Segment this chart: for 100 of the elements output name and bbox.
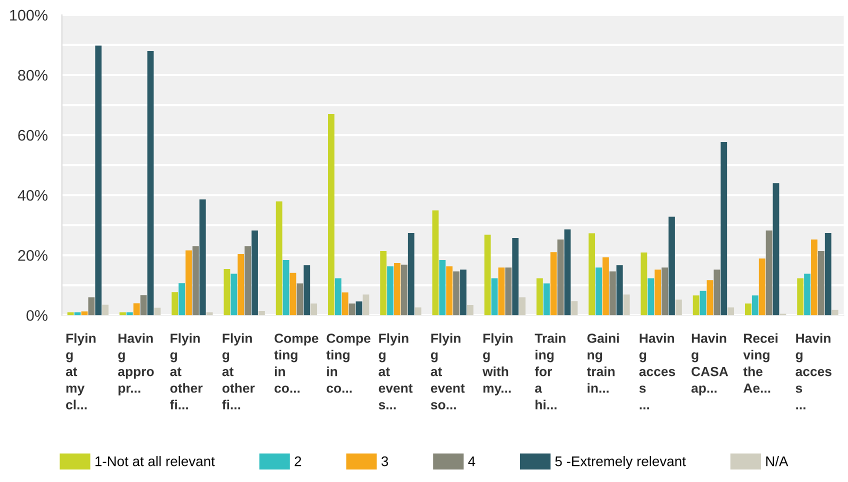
bar xyxy=(596,267,602,316)
y-tick-label: 40% xyxy=(18,190,48,201)
bar xyxy=(147,50,154,316)
y-tick-label: 0% xyxy=(26,310,48,321)
bar xyxy=(120,312,126,316)
bar xyxy=(356,301,362,316)
bar xyxy=(348,304,356,316)
bar xyxy=(623,294,630,316)
bar xyxy=(310,304,318,316)
bar xyxy=(276,201,282,316)
bar xyxy=(728,307,734,316)
bar xyxy=(519,297,526,316)
bar xyxy=(484,234,491,316)
y-tick-label: 60% xyxy=(18,130,48,141)
y-tick-label: 20% xyxy=(18,250,48,261)
x-tick-label: Flyin g at other fi... xyxy=(222,333,255,410)
legend-label: 5 -Extremely relevant xyxy=(555,456,686,469)
bar xyxy=(824,232,832,316)
legend-label: 1-Not at all relevant xyxy=(96,456,215,466)
bar xyxy=(654,270,662,316)
bar xyxy=(662,267,668,316)
bar xyxy=(752,295,758,316)
legend-label: 4 xyxy=(468,456,476,466)
bar xyxy=(400,264,408,316)
bar xyxy=(706,280,714,316)
x-tick-label: Havin g acces s ... xyxy=(796,333,832,410)
bar xyxy=(88,297,95,316)
bar xyxy=(676,300,682,316)
bar xyxy=(804,274,810,316)
x-tick-label: Compe ting in co... xyxy=(326,334,370,393)
x-tick-label: Flyin g at my cl... xyxy=(66,333,96,410)
bar xyxy=(387,266,394,316)
bar xyxy=(832,310,838,316)
bar xyxy=(557,240,564,316)
bar xyxy=(609,271,616,316)
bar xyxy=(797,278,804,316)
bar xyxy=(362,294,370,316)
x-tick-label: Recei ving the Ae... xyxy=(743,333,778,393)
bar xyxy=(550,252,557,316)
bar xyxy=(296,283,304,316)
bar xyxy=(252,230,258,316)
bar xyxy=(258,311,265,316)
bar xyxy=(290,272,296,316)
bar xyxy=(199,199,206,316)
bar xyxy=(505,267,512,316)
bar xyxy=(714,270,720,316)
x-tick-label: Gaini ng train in... xyxy=(586,333,619,393)
bar xyxy=(394,262,400,316)
y-tick-label: 100% xyxy=(10,10,48,21)
bar xyxy=(439,260,446,316)
bar xyxy=(282,260,290,316)
bar xyxy=(564,229,571,316)
legend-label: 2 xyxy=(294,456,302,466)
x-tick-label: Compe ting in co... xyxy=(274,334,318,393)
bar xyxy=(304,265,310,316)
bar xyxy=(67,312,74,316)
x-tick-label: Flyin g at event so... xyxy=(430,333,465,410)
x-tick-label: Havin g CASA ap... xyxy=(691,333,728,396)
bar xyxy=(238,254,244,316)
bar xyxy=(224,268,230,316)
bar xyxy=(818,250,824,316)
x-tick-label: Flyin g at event s... xyxy=(378,333,413,410)
bar xyxy=(186,250,192,316)
bar xyxy=(772,183,780,316)
bar xyxy=(328,114,334,316)
bar xyxy=(154,308,161,316)
bar xyxy=(692,295,700,316)
bar xyxy=(74,312,81,316)
bar xyxy=(491,278,498,316)
bar xyxy=(133,303,140,316)
bar xyxy=(543,283,550,316)
bar xyxy=(571,301,578,316)
bar xyxy=(244,246,252,316)
bar xyxy=(172,292,178,316)
bar xyxy=(467,305,474,316)
bar xyxy=(498,267,505,316)
bar xyxy=(700,290,706,316)
bar xyxy=(460,270,466,316)
bar xyxy=(95,46,102,316)
bar xyxy=(720,142,728,316)
bar xyxy=(668,216,675,316)
x-tick-label: Havin g appro pr... xyxy=(118,333,154,396)
bar xyxy=(648,278,654,316)
legend-label: N/A xyxy=(766,456,788,466)
bar xyxy=(745,304,752,316)
bar xyxy=(408,232,414,316)
bar xyxy=(453,271,460,316)
bar xyxy=(230,274,238,316)
bar xyxy=(178,283,185,316)
bar xyxy=(766,230,772,316)
bar xyxy=(536,278,543,316)
bar xyxy=(380,250,387,316)
x-tick-label: Flyin g at other fi... xyxy=(170,333,203,410)
bar xyxy=(588,233,596,316)
bar xyxy=(206,312,213,316)
bar xyxy=(126,312,133,316)
bar xyxy=(512,238,519,316)
bar xyxy=(602,257,609,316)
bar xyxy=(414,307,422,316)
bar xyxy=(758,258,766,316)
